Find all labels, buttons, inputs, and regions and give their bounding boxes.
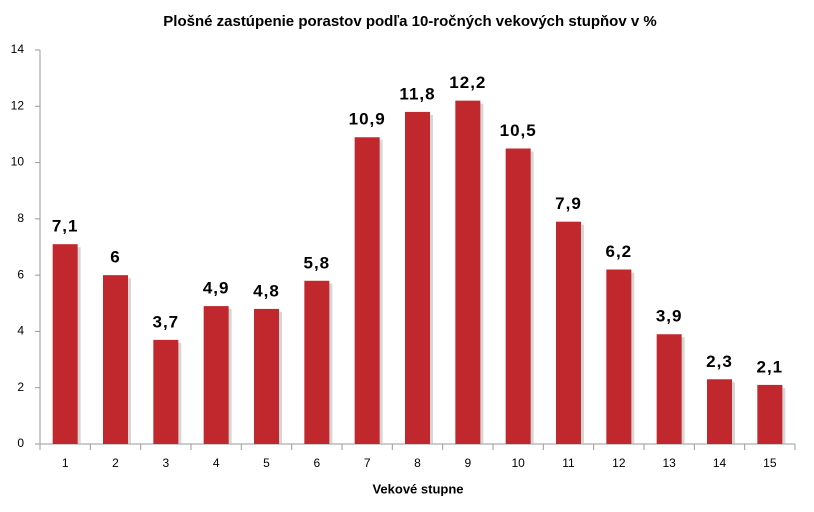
value-label: 2,3	[706, 352, 733, 371]
y-tick-label: 10	[11, 155, 25, 169]
y-tick-label: 8	[17, 211, 24, 225]
x-tick-label: 8	[414, 456, 421, 470]
value-label: 11,8	[399, 84, 435, 103]
value-label: 6,2	[606, 242, 633, 261]
x-tick-label: 2	[112, 456, 119, 470]
bar	[52, 244, 78, 444]
bar	[707, 379, 732, 444]
bar	[203, 306, 229, 444]
value-label: 7,9	[555, 194, 582, 213]
y-tick-label: 0	[17, 436, 24, 450]
value-label: 7,1	[52, 217, 79, 236]
y-tick-label: 12	[11, 98, 25, 112]
bar	[153, 339, 179, 444]
value-label: 4,8	[253, 281, 280, 300]
bar	[556, 221, 581, 444]
x-tick-label: 7	[364, 456, 371, 470]
x-tick-label: 1	[62, 456, 69, 470]
chart-title: Plošné zastúpenie porastov podľa 10-ročn…	[163, 13, 656, 30]
value-label: 2,1	[757, 357, 784, 376]
x-tick-label: 11	[562, 456, 575, 470]
bar	[757, 384, 783, 444]
x-tick-label: 9	[464, 456, 471, 470]
value-label: 10,9	[349, 110, 386, 129]
y-tick-label: 14	[11, 42, 25, 56]
bar	[354, 137, 380, 444]
value-label: 6	[110, 248, 120, 267]
bar	[505, 148, 531, 444]
x-tick-label: 15	[763, 456, 777, 470]
value-label: 10,5	[500, 121, 537, 140]
value-label: 3,7	[153, 312, 180, 331]
y-tick-label: 4	[17, 324, 24, 338]
bar	[304, 280, 330, 444]
x-tick-label: 6	[313, 456, 320, 470]
bar	[254, 308, 279, 444]
bar	[103, 275, 128, 444]
x-tick-label: 13	[662, 456, 676, 470]
x-tick-label: 3	[162, 456, 169, 470]
y-tick-label: 2	[17, 380, 24, 394]
x-axis-label: Vekové stupne	[372, 481, 463, 496]
x-tick-label: 10	[511, 456, 525, 470]
bar	[405, 111, 430, 445]
value-label: 4,9	[203, 279, 230, 298]
y-tick-label: 6	[17, 267, 24, 281]
bar	[656, 334, 682, 444]
x-tick-label: 14	[713, 456, 727, 470]
value-label: 3,9	[656, 307, 683, 326]
x-tick-label: 12	[612, 456, 626, 470]
x-tick-label: 4	[213, 456, 220, 470]
bar	[606, 269, 632, 444]
value-label: 5,8	[304, 253, 331, 272]
value-label: 12,2	[449, 73, 486, 92]
x-tick-label: 5	[263, 456, 270, 470]
bar	[455, 100, 481, 445]
